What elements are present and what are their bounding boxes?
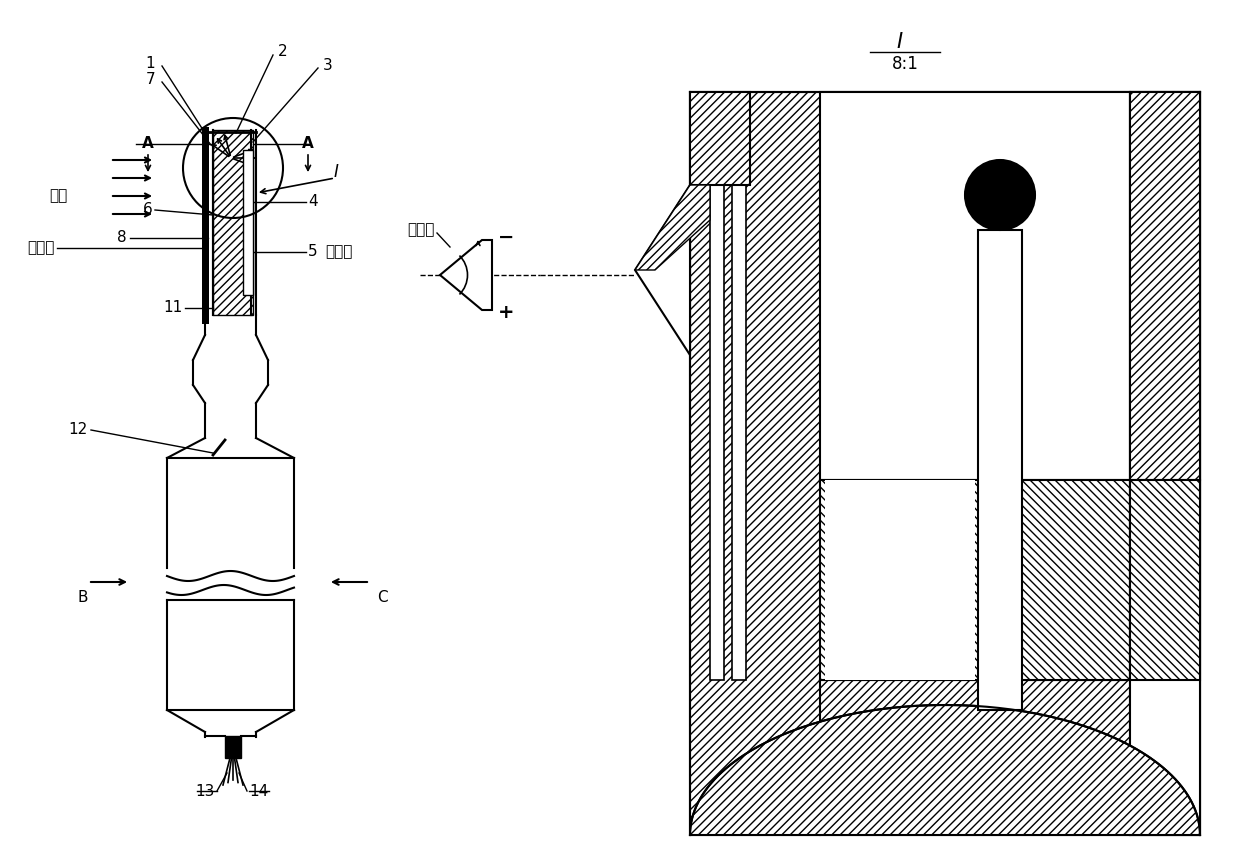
Text: 背风面: 背风面 (325, 245, 352, 260)
Text: B: B (78, 589, 88, 604)
Polygon shape (689, 92, 1200, 835)
Text: 14: 14 (249, 784, 268, 799)
Bar (732, 92, 746, 680)
Bar (820, 92, 1130, 480)
Polygon shape (635, 185, 711, 270)
Text: 11: 11 (164, 300, 184, 315)
Text: 3: 3 (322, 57, 332, 73)
Polygon shape (820, 480, 1130, 680)
Text: 6: 6 (144, 202, 153, 218)
Text: −: − (498, 227, 515, 247)
Bar (243, 150, 253, 295)
Text: 7: 7 (145, 73, 155, 88)
Text: 1: 1 (145, 56, 155, 70)
Text: C: C (377, 589, 387, 604)
Circle shape (965, 160, 1035, 230)
Text: +: + (498, 304, 515, 323)
Text: A: A (143, 136, 154, 152)
Text: 8: 8 (118, 231, 126, 246)
Text: 主流: 主流 (50, 188, 68, 203)
Text: 2: 2 (278, 44, 288, 60)
Text: $I$: $I$ (334, 163, 340, 181)
Text: 8:1: 8:1 (892, 55, 919, 73)
Text: 迎风面: 迎风面 (27, 240, 55, 255)
Polygon shape (1130, 92, 1200, 480)
Polygon shape (440, 240, 492, 310)
Polygon shape (1130, 480, 1200, 680)
Polygon shape (689, 705, 1200, 835)
Text: $I$: $I$ (897, 32, 904, 52)
Text: A: A (303, 136, 314, 152)
Text: 13: 13 (196, 784, 215, 799)
Bar (825, 480, 975, 680)
Text: 12: 12 (68, 423, 88, 437)
Polygon shape (689, 92, 750, 185)
Polygon shape (635, 185, 689, 355)
Bar (224, 736, 241, 758)
Polygon shape (213, 130, 253, 315)
Bar (978, 230, 1022, 710)
Text: 5: 5 (308, 245, 317, 260)
Bar (711, 92, 724, 680)
Bar (1130, 92, 1200, 835)
Text: 4: 4 (308, 194, 317, 209)
Text: 俯仰角: 俯仰角 (408, 222, 435, 238)
